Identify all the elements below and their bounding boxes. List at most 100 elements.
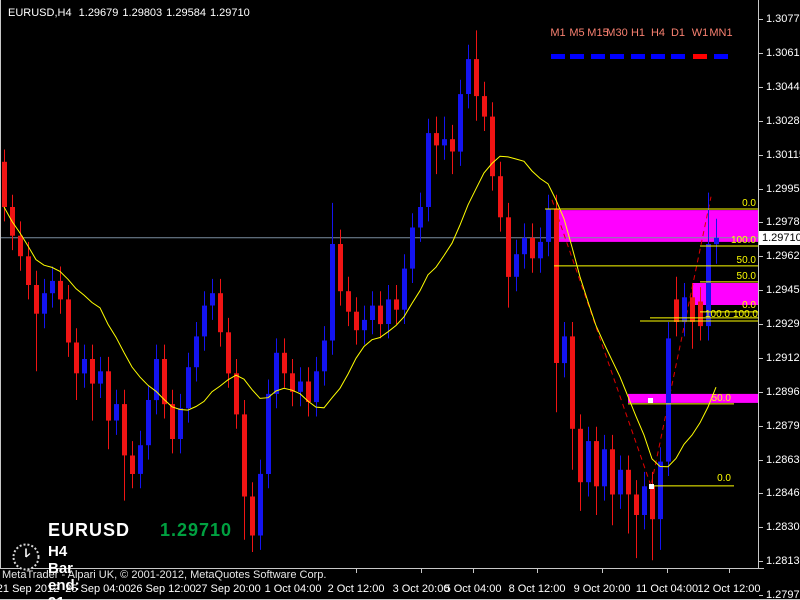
timeframe-button-d1[interactable]: D1	[670, 27, 686, 39]
candle-bear	[2, 161, 7, 207]
candle-bull	[426, 133, 431, 207]
candle-bull	[602, 449, 607, 487]
candle-bull	[442, 139, 447, 146]
candle-bull	[50, 280, 55, 294]
fib-level-label: 50.0	[737, 255, 757, 266]
price-tick-label: 1.30115	[766, 149, 800, 161]
price-tick-label: 1.28465	[766, 487, 800, 499]
timeframe-dash-m1[interactable]	[551, 54, 565, 59]
candle-bull	[154, 359, 159, 401]
timeframe-dash-d1[interactable]	[671, 54, 685, 59]
timeframe-dash-w1[interactable]	[693, 54, 707, 59]
fib-level-label: 100.0	[733, 309, 758, 320]
time-axis-label: 21 Sep 2012	[0, 583, 60, 595]
overlay-price-value: 1.29710	[160, 520, 233, 540]
price-tick-label: 1.30445	[766, 81, 800, 93]
candle-bull	[466, 59, 471, 94]
timeframe-button-h4[interactable]: H4	[650, 27, 666, 39]
fib-level-label: 50.0	[712, 393, 732, 404]
price-tick	[759, 324, 763, 325]
fib-level-label: 0.0	[742, 300, 756, 311]
timeframe-button-h1[interactable]: H1	[630, 27, 646, 39]
time-tick	[602, 569, 603, 573]
price-tick	[759, 595, 763, 596]
candle-bull	[314, 371, 319, 403]
price-tick-label: 1.28300	[766, 521, 800, 533]
candle-bull	[146, 400, 151, 446]
candle-bull	[362, 319, 367, 331]
candle-bull	[138, 445, 143, 474]
price-tick-label: 1.28135	[766, 555, 800, 567]
time-axis-label: 25 Sep 04:00	[65, 583, 131, 595]
price-tick-label: 1.29785	[766, 216, 800, 228]
open-value: 1.29679	[78, 7, 119, 19]
price-tick-label: 1.29125	[766, 352, 800, 364]
timeframe-button-mn1[interactable]: MN1	[709, 27, 733, 39]
candle-bear	[18, 235, 23, 257]
candle-bear	[578, 428, 583, 483]
candle-bear	[226, 332, 231, 374]
price-tick	[759, 189, 763, 190]
candle-bear	[346, 291, 351, 312]
price-tick	[759, 256, 763, 257]
fib-level-label: 100.0	[705, 309, 730, 320]
time-axis[interactable]: 21 Sep 2012 25 Sep 04:00 26 Sep 12:00 27 Se…	[0, 568, 761, 600]
candle-bull	[274, 352, 279, 394]
timeframe-button-m30[interactable]: M30	[606, 27, 628, 39]
window-left-border	[0, 0, 1, 569]
candle-bear	[530, 237, 535, 259]
price-tick-label: 1.28795	[766, 420, 800, 432]
timeframe-dash-m30[interactable]	[610, 54, 624, 59]
timeframe-button-m1[interactable]: M1	[550, 27, 566, 39]
demand-zone-lower[interactable]	[628, 393, 758, 403]
fib-anchor-dot[interactable]	[648, 398, 653, 403]
current-price-tag: 1.29710	[759, 231, 800, 245]
timeframe-dash-h1[interactable]	[631, 54, 645, 59]
time-tick	[473, 569, 474, 573]
timeframe-dash-mn1[interactable]	[714, 54, 728, 59]
timeframe-dash-m5[interactable]	[570, 54, 584, 59]
candle-bull	[330, 244, 335, 341]
candle-bear	[58, 280, 63, 300]
fib-level-label: 0.0	[717, 473, 731, 484]
candle-bear	[354, 311, 359, 331]
candle-bear	[698, 301, 703, 327]
timeframe-button-m15[interactable]: M15	[587, 27, 609, 39]
candle-bull	[194, 336, 199, 368]
fib-anchor-dot[interactable]	[649, 484, 654, 489]
time-tick	[537, 569, 538, 573]
candle-bull	[618, 469, 623, 495]
zigzag-indicator-line	[551, 196, 712, 488]
candle-bear	[26, 256, 31, 285]
candle-bear	[242, 414, 247, 497]
candle-bull	[322, 340, 327, 372]
candle-bear	[74, 342, 79, 374]
supply-zone-upper[interactable]	[556, 210, 758, 242]
high-value: 1.29803	[122, 7, 163, 19]
price-tick	[759, 358, 763, 359]
candle-bull	[538, 241, 543, 259]
candle-bear	[634, 494, 639, 515]
timeframe-button-m5[interactable]: M5	[569, 27, 585, 39]
candle-bear	[554, 209, 559, 363]
candle-bull	[370, 305, 375, 320]
candle-bear	[162, 359, 167, 405]
timeframe-button-w1[interactable]: W1	[691, 27, 709, 39]
symbol-ohlc-header: EURUSD,H4 1.29679 1.29803 1.29584 1.29710	[8, 7, 254, 19]
time-axis-separator	[0, 568, 764, 569]
fib-level-label: 100.0	[731, 235, 756, 246]
timeframe-dash-h4[interactable]	[651, 54, 665, 59]
price-tick	[759, 87, 763, 88]
candle-bull	[706, 244, 711, 327]
candle-bear	[378, 305, 383, 325]
candle-bear	[90, 359, 95, 384]
candle-bear	[650, 486, 655, 520]
price-tick	[759, 155, 763, 156]
timeframe-dash-m15[interactable]	[591, 54, 605, 59]
time-tick	[421, 569, 422, 573]
chart-plot-area[interactable]: 0.0 100.0 50.0 50.0 0.0 100.0 100.0 50.0 0.0	[0, 0, 758, 568]
price-axis[interactable]: 1.29710 1.30775 1.30610 1.30445 1.30280 1.30…	[759, 0, 800, 600]
price-tick-label: 1.29620	[766, 250, 800, 262]
candle-bull	[114, 404, 119, 421]
